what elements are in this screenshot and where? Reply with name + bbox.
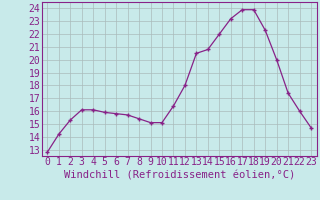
X-axis label: Windchill (Refroidissement éolien,°C): Windchill (Refroidissement éolien,°C)	[64, 170, 295, 180]
